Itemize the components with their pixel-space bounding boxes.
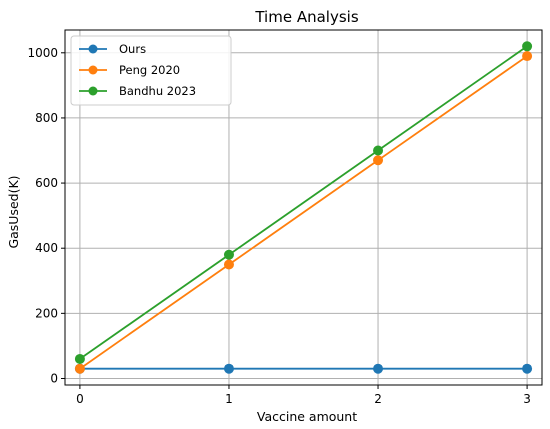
data-point [74,363,85,374]
x-ticks: 0 1 2 3 [76,385,531,406]
data-point [223,249,234,260]
x-axis-label: Vaccine amount [257,409,357,424]
chart-title: Time Analysis [254,8,358,26]
data-point [522,51,533,62]
legend-label: Peng 2020 [119,63,180,77]
data-point [373,145,384,156]
legend-marker [88,44,98,54]
data-point [522,363,533,374]
x-tick-label: 3 [523,392,531,406]
x-tick-label: 1 [225,392,233,406]
legend: Ours Peng 2020 Bandhu 2023 [70,35,232,106]
series-line [79,45,528,360]
data-point [223,259,234,270]
legend-label: Bandhu 2023 [119,84,196,98]
data-point [373,155,384,166]
data-point [373,363,384,374]
y-tick-label: 0 [50,371,58,385]
y-ticks: 0 200 400 600 800 1000 [27,46,65,385]
plot-frame [64,29,543,386]
legend-marker [88,86,98,96]
legend-marker [88,65,98,75]
axes [64,29,543,386]
legend-box [70,35,232,106]
x-tick-label: 2 [374,392,382,406]
legend-label: Ours [119,42,146,56]
y-tick-label: 400 [35,241,58,255]
y-tick-label: 600 [35,176,58,190]
x-tick-label: 0 [76,392,84,406]
y-tick-label: 200 [35,306,58,320]
y-tick-label: 800 [35,111,58,125]
y-tick-label: 1000 [27,46,58,60]
plot-series [74,41,533,374]
y-axis-label: GasUsed(K) [6,175,21,248]
series-line [79,55,528,370]
data-point [522,41,533,52]
data-point [74,353,85,364]
data-point [223,363,234,374]
